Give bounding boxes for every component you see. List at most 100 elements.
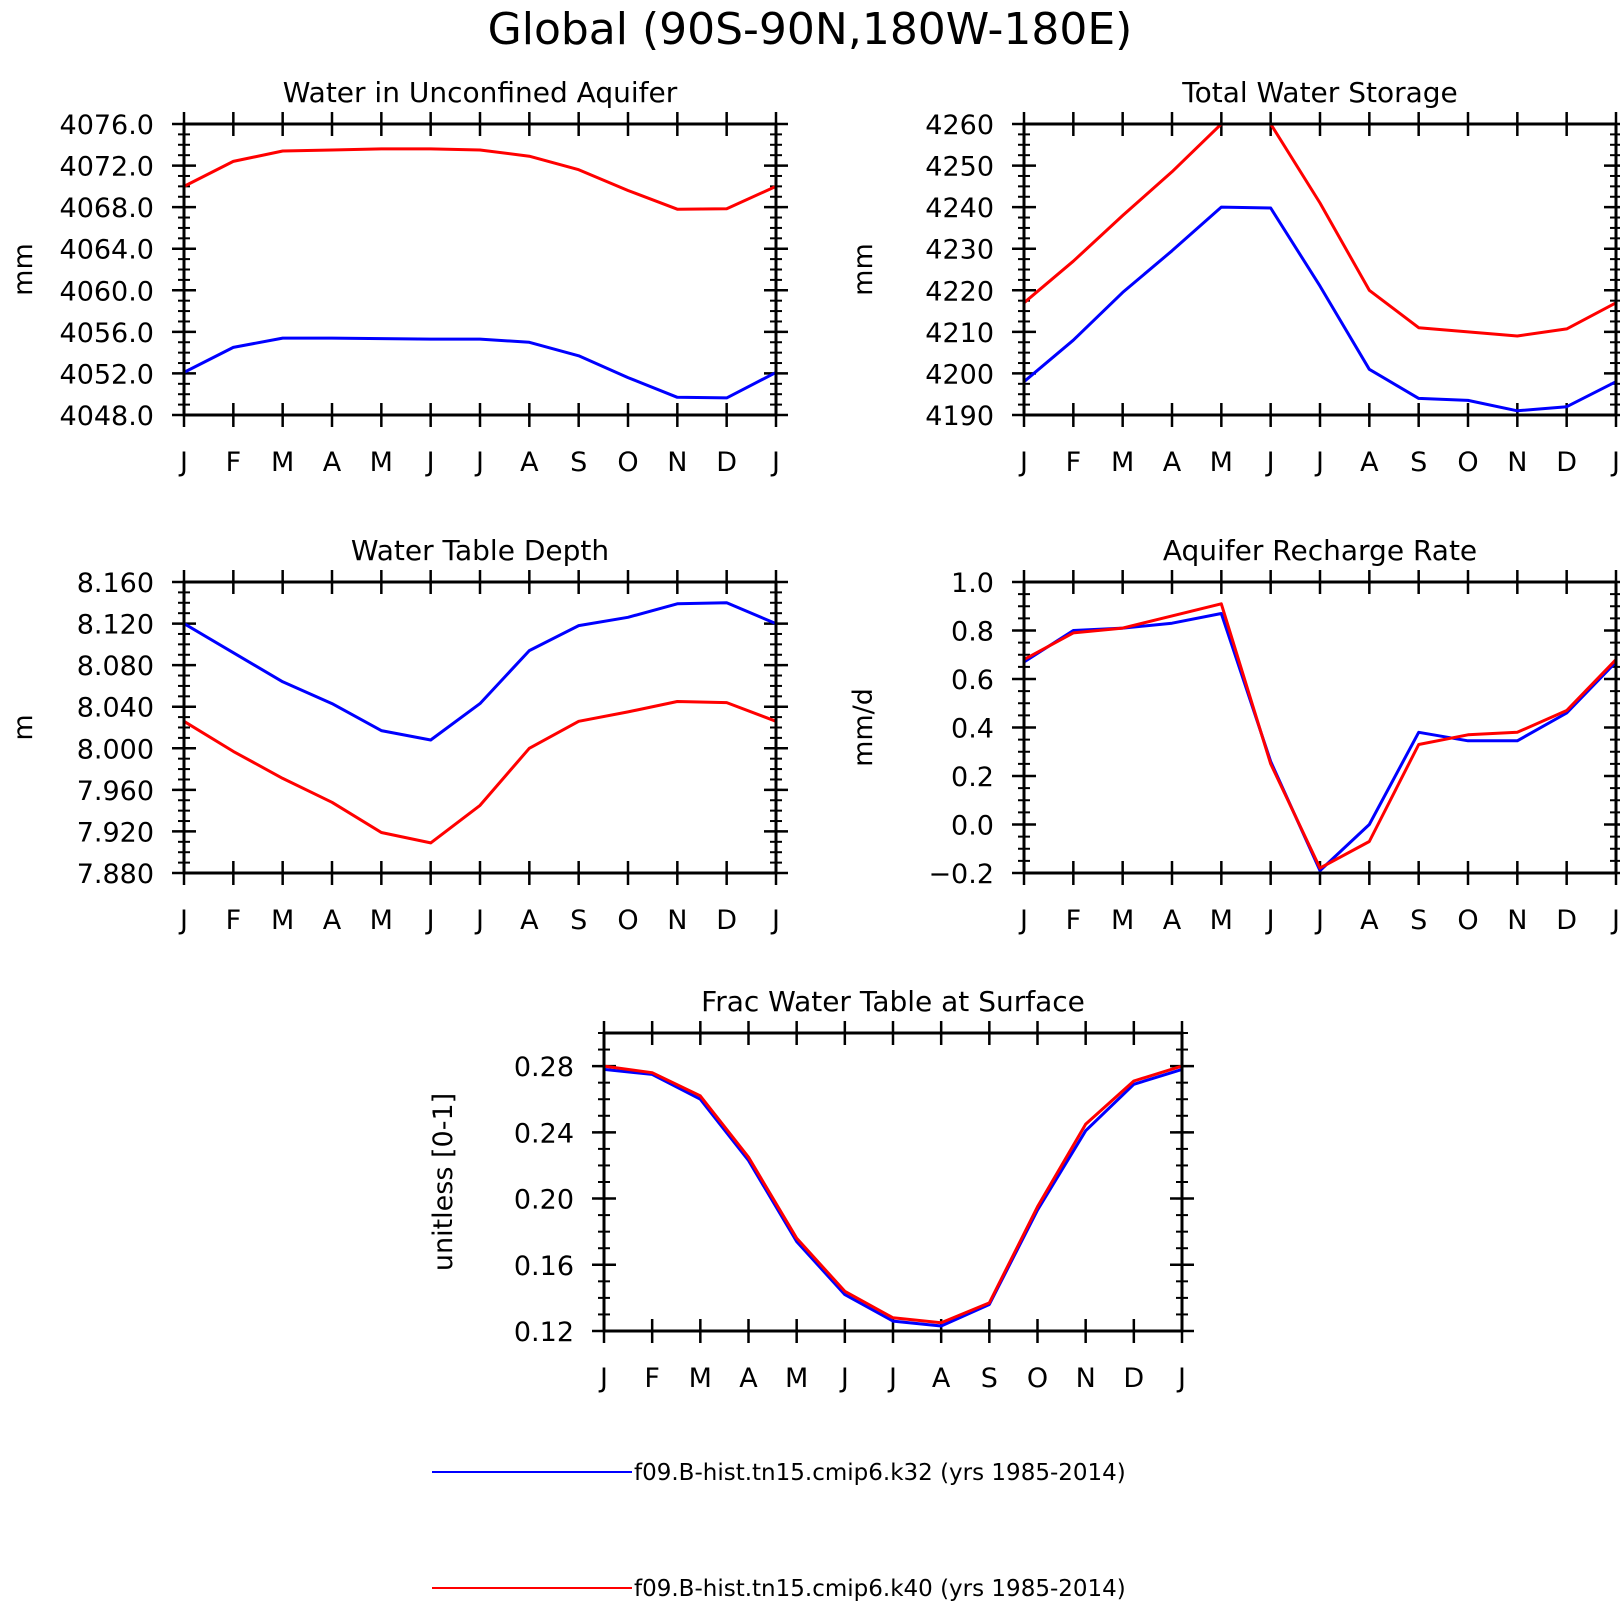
x-tick-label: A — [739, 1363, 758, 1394]
x-tick-label: F — [1066, 905, 1082, 936]
y-tick-label: 4250 — [925, 152, 994, 183]
x-tick-label: A — [932, 1363, 951, 1394]
x-tick-label: J — [1176, 1363, 1186, 1394]
series-line-k32 — [1023, 205, 1617, 413]
x-tick-label: J — [1314, 447, 1324, 478]
x-tick-label: O — [1457, 447, 1478, 478]
series-line-k32 — [183, 601, 777, 742]
x-tick-label: J — [474, 447, 484, 478]
x-tick-label: M — [370, 905, 393, 936]
series-line-k40 — [1023, 602, 1618, 870]
y-tick-label: 4060.0 — [60, 276, 154, 307]
x-tick-label: M — [785, 1363, 808, 1394]
legend-label-k40: f09.B-hist.tn15.cmip6.k40 (yrs 1985-2014… — [634, 1576, 1126, 1602]
y-tick-label: 0.24 — [514, 1118, 574, 1149]
y-tick-label: 0.20 — [514, 1185, 574, 1216]
x-tick-label: S — [981, 1363, 998, 1394]
series-line-k40 — [183, 147, 777, 211]
panel-title: Water in Unconfined Aquifer — [283, 76, 678, 109]
x-tick-label: J — [1018, 905, 1028, 936]
x-tick-label: J — [598, 1363, 608, 1394]
y-tick-label: 0.0 — [951, 811, 994, 842]
x-tick-label: D — [1556, 905, 1577, 936]
x-tick-label: M — [271, 447, 294, 478]
y-tick-label: 4072.0 — [60, 152, 154, 183]
y-tick-label: 8.080 — [77, 651, 154, 682]
y-tick-label: 4260 — [925, 110, 994, 141]
figure-title: Global (90S-90N,180W-180E) — [488, 4, 1133, 55]
x-tick-label: A — [520, 447, 539, 478]
x-tick-label: J — [1314, 905, 1324, 936]
y-tick-label: 0.6 — [951, 665, 994, 696]
x-tick-label: O — [1457, 905, 1478, 936]
x-tick-label: J — [887, 1363, 897, 1394]
series-line-k40 — [1023, 122, 1617, 338]
y-tick-label: 0.28 — [514, 1052, 574, 1083]
x-tick-label: J — [474, 905, 484, 936]
y-tick-label: 0.8 — [951, 617, 994, 648]
x-tick-label: A — [1360, 447, 1379, 478]
y-tick-label: 8.120 — [77, 610, 154, 641]
x-tick-label: S — [1410, 447, 1427, 478]
y-tick-label: 8.000 — [77, 734, 154, 765]
y-tick-label: 4048.0 — [60, 401, 154, 432]
y-tick-label: 1.0 — [951, 568, 994, 599]
x-tick-label: N — [1076, 1363, 1096, 1394]
x-tick-label: J — [1018, 447, 1028, 478]
x-tick-label: O — [617, 905, 638, 936]
y-tick-label: 0.12 — [514, 1317, 574, 1348]
x-tick-label: J — [770, 905, 780, 936]
panel-title: Aquifer Recharge Rate — [1163, 534, 1477, 567]
x-tick-label: J — [178, 447, 188, 478]
x-tick-label: O — [617, 447, 638, 478]
x-tick-label: M — [271, 905, 294, 936]
y-tick-label: 0.16 — [514, 1251, 574, 1282]
x-tick-label: M — [689, 1363, 712, 1394]
panel-water-table-depth: Water Table Depth m 7.880 7.920 7.960 8.000 8.… — [8, 534, 788, 936]
y-tick-label: 7.920 — [77, 817, 154, 848]
panel-title: Water Table Depth — [351, 534, 609, 567]
x-tick-label: M — [1210, 447, 1233, 478]
x-tick-label: J — [178, 905, 188, 936]
plot-frame — [182, 580, 778, 875]
x-tick-label: F — [644, 1363, 660, 1394]
y-tick-label: 0.4 — [951, 714, 994, 745]
y-tick-label: 4076.0 — [60, 110, 154, 141]
panel-water-in-unconfined-aquifer: Water in Unconfined Aquifer mm 4048.0 4052.… — [8, 76, 788, 478]
y-tick-label: 4052.0 — [60, 359, 154, 390]
plot-frame — [182, 122, 778, 417]
x-tick-label: S — [570, 905, 587, 936]
panel-title: Total Water Storage — [1181, 76, 1458, 109]
series-line-k40 — [183, 700, 777, 845]
x-tick-label: A — [323, 905, 342, 936]
y-tick-label: 4210 — [925, 318, 994, 349]
series-line-k32 — [1023, 612, 1618, 873]
x-tick-label: D — [1123, 1363, 1144, 1394]
x-tick-label: N — [667, 905, 687, 936]
x-tick-label: J — [425, 447, 435, 478]
x-tick-label: M — [370, 447, 393, 478]
y-axis-label: m — [8, 714, 39, 740]
legend-label-k32: f09.B-hist.tn15.cmip6.k32 (yrs 1985-2014… — [634, 1460, 1126, 1486]
y-tick-label: 4056.0 — [60, 318, 154, 349]
y-tick-label: 7.960 — [77, 776, 154, 807]
x-tick-label: D — [716, 905, 737, 936]
x-tick-label: J — [1265, 447, 1275, 478]
y-axis-label: unitless [0-1] — [428, 1093, 459, 1271]
y-tick-label: 4064.0 — [60, 235, 154, 266]
y-tick-label: 4220 — [925, 276, 994, 307]
y-tick-label: 8.040 — [77, 693, 154, 724]
x-tick-label: A — [323, 447, 342, 478]
y-tick-label: 7.880 — [77, 859, 154, 890]
x-tick-label: A — [1163, 905, 1182, 936]
x-tick-label: J — [770, 447, 780, 478]
x-tick-label: J — [839, 1363, 849, 1394]
x-tick-label: D — [1556, 447, 1577, 478]
x-tick-label: A — [520, 905, 539, 936]
x-tick-label: M — [1210, 905, 1233, 936]
legend: f09.B-hist.tn15.cmip6.k32 (yrs 1985-2014… — [432, 1460, 1126, 1602]
x-tick-label: M — [1111, 447, 1134, 478]
y-tick-label: 4240 — [925, 193, 994, 224]
x-tick-label: J — [1610, 447, 1620, 478]
